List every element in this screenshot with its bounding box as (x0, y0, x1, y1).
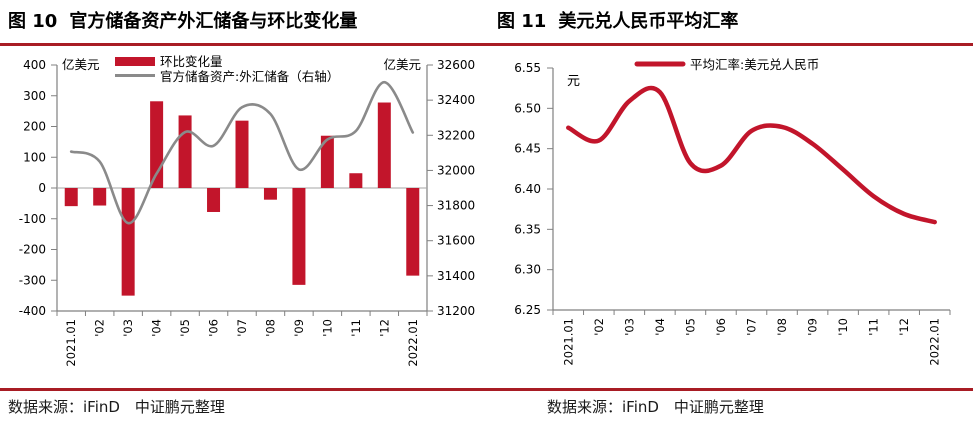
y-axis-right-label: 32600 (437, 58, 475, 72)
legend-line-label: 官方储备资产:外汇储备（右轴） (160, 69, 339, 84)
y-axis-right-label: 31800 (437, 199, 475, 213)
header-divider-rule (0, 43, 973, 46)
figure11-source-note: 数据来源：iFinD 中证鹏元整理 (547, 398, 764, 416)
y-axis-left-label: 400 (23, 58, 46, 72)
y-axis-label: 6.30 (514, 263, 541, 277)
change-bar (377, 102, 391, 188)
x-axis-category-label: '03 (622, 318, 636, 336)
y-axis-label: 6.50 (514, 101, 541, 115)
change-bar (93, 188, 107, 206)
reserves-line (69, 80, 415, 225)
y-axis-right-label: 32400 (437, 93, 475, 107)
x-axis-category-label: '04 (150, 319, 164, 337)
figure10-title: 图 10 官方储备资产外汇储备与环比变化量 (8, 7, 357, 33)
change-bar (121, 188, 135, 296)
right-axis-unit-label: 亿美元 (383, 57, 421, 72)
figure10-number: 图 10 (8, 11, 58, 32)
change-bar (292, 188, 306, 285)
change-bar (406, 188, 420, 276)
y-axis-label: 6.55 (514, 61, 541, 75)
figure11-title-text: 美元兑人民币平均汇率 (558, 11, 739, 32)
x-axis-category-label: '10 (320, 319, 334, 337)
footer-divider-rule (0, 388, 973, 391)
x-axis-category-label: '08 (775, 318, 789, 336)
legend-bar-swatch (115, 57, 155, 66)
y-axis-right-label: 31400 (437, 269, 475, 283)
change-bar (178, 115, 192, 188)
x-axis-category-label: '08 (263, 319, 277, 337)
change-bar (263, 188, 277, 200)
x-axis-category-label: '11 (349, 319, 363, 337)
x-axis-category-label: '10 (836, 318, 850, 336)
x-axis-category-label: '04 (653, 318, 667, 336)
y-axis-left-label: -300 (19, 273, 46, 287)
x-axis-category-label: '02 (592, 318, 606, 336)
y-axis-left-label: 100 (23, 150, 46, 164)
y-axis-left-label: 200 (23, 120, 46, 134)
x-axis-category-label: '12 (377, 319, 391, 337)
y-axis-left-label: -200 (19, 243, 46, 257)
x-axis-category-label: '09 (292, 319, 306, 337)
figure10-source-note: 数据来源：iFinD 中证鹏元整理 (8, 398, 225, 416)
y-axis-label: 6.40 (514, 182, 541, 196)
x-axis-category-label: 2021.01 (64, 319, 78, 367)
y-axis-left-label: 300 (23, 89, 46, 103)
x-axis-category-label: 2021.01 (561, 318, 575, 366)
y-axis-right-label: 31600 (437, 234, 475, 248)
figure11-title: 图 11 美元兑人民币平均汇率 (497, 7, 738, 33)
change-bar (349, 173, 363, 188)
left-axis-unit-label: 亿美元 (62, 57, 100, 72)
x-axis-category-label: '07 (745, 318, 759, 336)
fx-rate-line (566, 85, 937, 225)
figure11-number: 图 11 (497, 11, 547, 32)
change-bar (320, 135, 334, 188)
y-axis-label: 6.35 (514, 222, 541, 236)
legend-line-label: 平均汇率:美元兑人民币 (690, 57, 819, 72)
legend-bar-label: 环比变化量 (160, 54, 223, 69)
x-axis-category-label: '07 (235, 319, 249, 337)
y-axis-label: 6.45 (514, 142, 541, 156)
y-axis-left-label: -100 (19, 212, 46, 226)
x-axis-category-label: '02 (93, 319, 107, 337)
y-axis-right-label: 32000 (437, 163, 475, 177)
x-axis-category-label: '06 (714, 318, 728, 336)
y-axis-left-label: 0 (38, 181, 46, 195)
x-axis-category-label: '06 (207, 319, 221, 337)
x-axis-category-label: '03 (121, 319, 135, 337)
x-axis-category-label: 2022.01 (406, 319, 420, 367)
change-bar (64, 188, 78, 207)
y-axis-left-label: -400 (19, 304, 46, 318)
legend-line-swatch (115, 74, 155, 77)
x-axis-category-label: '05 (683, 318, 697, 336)
y-axis-unit-label: 元 (567, 74, 580, 89)
figure11-chart: 6.55 6.50 6.45 6.40 6.35 6.30 6.25 元 平均汇率:美元兑人民币… (514, 57, 951, 366)
x-axis-category-label: 2022.01 (928, 318, 942, 366)
change-bar (207, 188, 221, 212)
x-axis-category-label: '11 (867, 318, 881, 336)
x-axis-category-label: '12 (897, 318, 911, 336)
figure10-title-text: 官方储备资产外汇储备与环比变化量 (69, 11, 358, 32)
figure10-chart: -400 -300 -200 -100 0 100 200 300 400 31200 31400 3… (19, 54, 475, 367)
x-axis-category-label: '05 (178, 319, 192, 337)
x-axis-category-label: '09 (806, 318, 820, 336)
change-bar (235, 120, 249, 188)
y-axis-right-label: 32200 (437, 128, 475, 142)
y-axis-right-label: 31200 (437, 304, 475, 318)
y-axis-label: 6.25 (514, 303, 541, 317)
